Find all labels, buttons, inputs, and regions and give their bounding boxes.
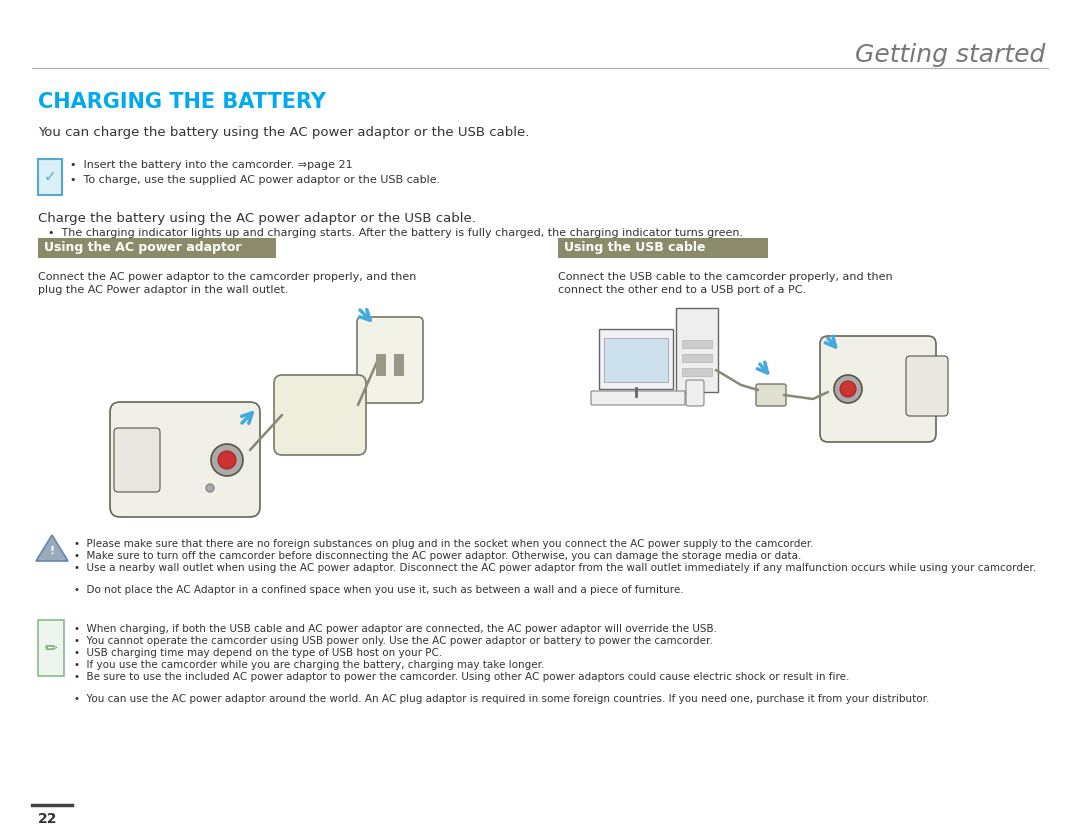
Polygon shape	[36, 535, 68, 561]
Text: •  Do not place the AC Adaptor in a confined space when you use it, such as betw: • Do not place the AC Adaptor in a confi…	[75, 585, 684, 595]
Text: •  To charge, use the supplied AC power adaptor or the USB cable.: • To charge, use the supplied AC power a…	[70, 175, 441, 185]
Text: Using the AC power adaptor: Using the AC power adaptor	[44, 242, 242, 254]
Text: Connect the USB cable to the camcorder properly, and then: Connect the USB cable to the camcorder p…	[558, 272, 893, 282]
Text: •  Make sure to turn off the camcorder before disconnecting the AC power adaptor: • Make sure to turn off the camcorder be…	[75, 551, 801, 561]
Text: Using the USB cable: Using the USB cable	[564, 242, 705, 254]
Bar	[376, 354, 386, 376]
Text: 22: 22	[38, 812, 57, 825]
Bar	[620, 395, 652, 400]
FancyBboxPatch shape	[38, 620, 64, 676]
Text: •  If you use the camcorder while you are charging the battery, charging may tak: • If you use the camcorder while you are…	[75, 660, 544, 670]
Text: •  Insert the battery into the camcorder. ⇒page 21: • Insert the battery into the camcorder.…	[70, 160, 353, 170]
Text: •  You cannot operate the camcorder using USB power only. Use the AC power adapt: • You cannot operate the camcorder using…	[75, 636, 713, 646]
Text: ✏: ✏	[44, 640, 57, 656]
Circle shape	[206, 484, 214, 492]
FancyBboxPatch shape	[756, 384, 786, 406]
Text: •  You can use the AC power adaptor around the world. An AC plug adaptor is requ: • You can use the AC power adaptor aroun…	[75, 694, 930, 704]
Text: •  Use a nearby wall outlet when using the AC power adaptor. Disconnect the AC p: • Use a nearby wall outlet when using th…	[75, 563, 1036, 573]
FancyBboxPatch shape	[558, 238, 768, 258]
FancyBboxPatch shape	[38, 159, 62, 195]
Text: You can charge the battery using the AC power adaptor or the USB cable.: You can charge the battery using the AC …	[38, 126, 529, 139]
Circle shape	[840, 381, 856, 397]
FancyBboxPatch shape	[604, 338, 669, 382]
FancyBboxPatch shape	[686, 380, 704, 406]
Text: •  Please make sure that there are no foreign substances on plug and in the sock: • Please make sure that there are no for…	[75, 539, 813, 549]
Text: connect the other end to a USB port of a PC.: connect the other end to a USB port of a…	[558, 285, 806, 295]
Bar	[681, 340, 712, 348]
FancyBboxPatch shape	[676, 308, 718, 392]
FancyBboxPatch shape	[274, 375, 366, 455]
Text: ✓: ✓	[43, 169, 56, 185]
Text: •  When charging, if both the USB cable and AC power adaptor are connected, the : • When charging, if both the USB cable a…	[75, 624, 717, 634]
FancyBboxPatch shape	[591, 391, 685, 405]
Text: plug the AC Power adaptor in the wall outlet.: plug the AC Power adaptor in the wall ou…	[38, 285, 288, 295]
Text: •  USB charging time may depend on the type of USB host on your PC.: • USB charging time may depend on the ty…	[75, 648, 442, 658]
FancyBboxPatch shape	[38, 238, 276, 258]
Bar	[681, 354, 712, 362]
Text: Connect the AC power adaptor to the camcorder properly, and then: Connect the AC power adaptor to the camc…	[38, 272, 417, 282]
FancyBboxPatch shape	[820, 336, 936, 442]
FancyBboxPatch shape	[599, 329, 673, 389]
Text: •  Be sure to use the included AC power adaptor to power the camcorder. Using ot: • Be sure to use the included AC power a…	[75, 672, 849, 682]
FancyBboxPatch shape	[114, 428, 160, 492]
Text: Getting started: Getting started	[854, 43, 1045, 67]
Text: CHARGING THE BATTERY: CHARGING THE BATTERY	[38, 92, 326, 112]
Circle shape	[834, 375, 862, 403]
Circle shape	[218, 451, 237, 469]
Text: •  The charging indicator lights up and charging starts. After the battery is fu: • The charging indicator lights up and c…	[48, 228, 743, 238]
Bar	[394, 354, 404, 376]
FancyBboxPatch shape	[357, 317, 423, 403]
FancyBboxPatch shape	[110, 402, 260, 517]
Bar	[681, 368, 712, 376]
Text: !: !	[50, 546, 55, 556]
Circle shape	[211, 444, 243, 476]
Text: Charge the battery using the AC power adaptor or the USB cable.: Charge the battery using the AC power ad…	[38, 212, 476, 225]
FancyBboxPatch shape	[906, 356, 948, 416]
